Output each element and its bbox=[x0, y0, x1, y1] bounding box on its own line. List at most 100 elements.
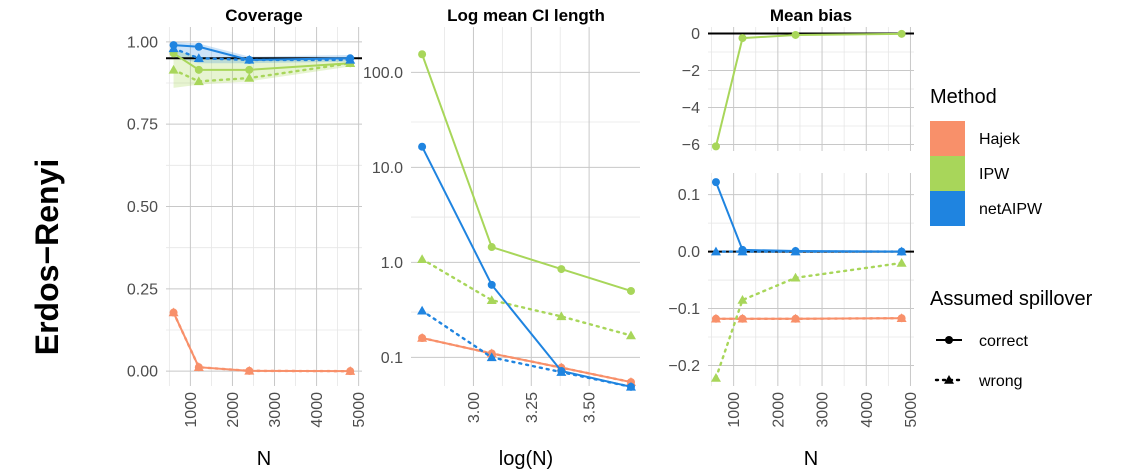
legend: Method Hajek IPW netAIPW Assumed spillover co… bbox=[930, 86, 1093, 390]
series-netaipw-correct bbox=[711, 178, 906, 256]
legend-swatch-netaipw bbox=[930, 191, 965, 226]
series-line bbox=[172, 62, 352, 83]
data-point bbox=[625, 381, 636, 391]
y-tick-label: 0.25 bbox=[127, 281, 158, 298]
data-point bbox=[193, 53, 204, 63]
data-point bbox=[896, 313, 907, 322]
series-hajek-wrong bbox=[168, 307, 356, 375]
data-point bbox=[486, 295, 497, 304]
data-point bbox=[896, 257, 907, 267]
data-point bbox=[486, 352, 497, 362]
data-point bbox=[737, 295, 748, 304]
series-ipw-correct bbox=[418, 50, 635, 295]
data-point bbox=[487, 280, 496, 289]
data-point bbox=[168, 43, 179, 53]
y-tick-label: 0 bbox=[691, 26, 700, 43]
panel-bias_bottom: 0.1 0.0 −0.1 −0.2 1000 2000 3000 4000 5000 N bbox=[668, 173, 920, 469]
data-point bbox=[345, 366, 356, 375]
data-point bbox=[193, 362, 204, 371]
data-point bbox=[418, 50, 427, 59]
data-point bbox=[791, 30, 800, 39]
y-tick-label: 0.00 bbox=[127, 364, 158, 381]
legend-marker-wrong bbox=[944, 375, 954, 384]
y-tick-label: 0.50 bbox=[127, 199, 158, 216]
row-strip-label: Erdos−Renyi bbox=[29, 159, 65, 356]
x-tick-label: 4000 bbox=[859, 392, 876, 428]
y-tick-label: 10.0 bbox=[372, 160, 403, 177]
y-tick-label: 0.1 bbox=[678, 187, 700, 204]
data-point bbox=[245, 65, 254, 74]
x-tick-label: 3000 bbox=[815, 392, 832, 428]
data-point bbox=[790, 313, 801, 323]
x-tick-label: 1000 bbox=[726, 392, 743, 428]
legend-label-correct: correct bbox=[979, 333, 1028, 350]
series-ipw-correct bbox=[711, 29, 906, 151]
series-line bbox=[172, 311, 352, 373]
x-tick-label: 5000 bbox=[351, 392, 368, 428]
data-point bbox=[194, 65, 203, 74]
series-line bbox=[420, 336, 633, 384]
data-point bbox=[710, 313, 721, 323]
data-point bbox=[417, 254, 428, 263]
data-point bbox=[710, 373, 721, 382]
data-point bbox=[417, 333, 428, 342]
x-tick-label: 3000 bbox=[267, 392, 284, 428]
x-tick-label: 2000 bbox=[770, 392, 787, 428]
series-hajek-wrong bbox=[417, 333, 636, 386]
data-point bbox=[557, 265, 566, 274]
series-line bbox=[714, 317, 903, 320]
y-tick-label: 100.0 bbox=[363, 65, 403, 82]
data-point bbox=[244, 365, 255, 375]
legend-label-wrong: wrong bbox=[978, 373, 1023, 390]
series-line bbox=[420, 309, 633, 389]
y-tick-label: 0.75 bbox=[127, 117, 158, 134]
series-netaipw-wrong bbox=[710, 246, 907, 256]
x-axis-label: N bbox=[804, 448, 818, 469]
series-netaipw-wrong bbox=[417, 305, 636, 391]
data-point bbox=[737, 246, 748, 256]
y-tick-label: 1.0 bbox=[381, 255, 403, 272]
legend-label-ipw: IPW bbox=[979, 166, 1010, 183]
series-ipw-wrong bbox=[417, 254, 636, 340]
x-axis-label: log(N) bbox=[499, 448, 553, 469]
y-tick-label: −2 bbox=[682, 63, 700, 80]
data-point bbox=[556, 311, 567, 321]
legend-title-method: Method bbox=[930, 86, 997, 108]
data-point bbox=[168, 307, 179, 317]
x-tick-label: 4000 bbox=[309, 392, 326, 428]
series-netaipw-correct bbox=[418, 142, 635, 391]
legend-marker-correct bbox=[945, 336, 953, 344]
data-point bbox=[244, 54, 255, 64]
legend-swatch-hajek bbox=[930, 121, 965, 156]
data-point bbox=[556, 367, 567, 376]
data-point bbox=[345, 54, 356, 64]
panel-bias_top: 0 −2 −4 −6 Mean bias bbox=[682, 6, 914, 154]
y-tick-label: 0.1 bbox=[381, 350, 403, 367]
y-tick-label: −6 bbox=[682, 137, 700, 154]
series-netaipw-wrong bbox=[168, 43, 356, 64]
series-line bbox=[173, 52, 351, 71]
legend-swatch-ipw bbox=[930, 156, 965, 191]
x-axis-label: N bbox=[257, 448, 271, 469]
data-point bbox=[896, 246, 907, 256]
y-tick-label: −0.1 bbox=[668, 301, 700, 318]
panel-title: Coverage bbox=[225, 6, 302, 25]
data-point bbox=[626, 286, 635, 295]
series-line bbox=[421, 146, 632, 388]
data-point bbox=[244, 73, 255, 82]
x-tick-label: 3.00 bbox=[466, 392, 483, 423]
data-point bbox=[418, 142, 427, 151]
panel-title: Log mean CI length bbox=[447, 6, 605, 25]
x-tick-label: 2000 bbox=[225, 392, 242, 428]
data-point bbox=[193, 76, 204, 86]
data-point bbox=[790, 272, 801, 282]
data-point bbox=[417, 305, 428, 315]
series-line bbox=[420, 258, 633, 337]
data-point bbox=[625, 330, 636, 340]
series-ipw-wrong bbox=[710, 257, 907, 382]
series-line bbox=[172, 47, 352, 62]
y-tick-label: −4 bbox=[682, 100, 700, 117]
data-point bbox=[168, 64, 179, 74]
panel-ci_length: 0.1 1.0 10.0 100.0 3.00 3.25 3.50 Log mean CI l… bbox=[363, 6, 640, 469]
